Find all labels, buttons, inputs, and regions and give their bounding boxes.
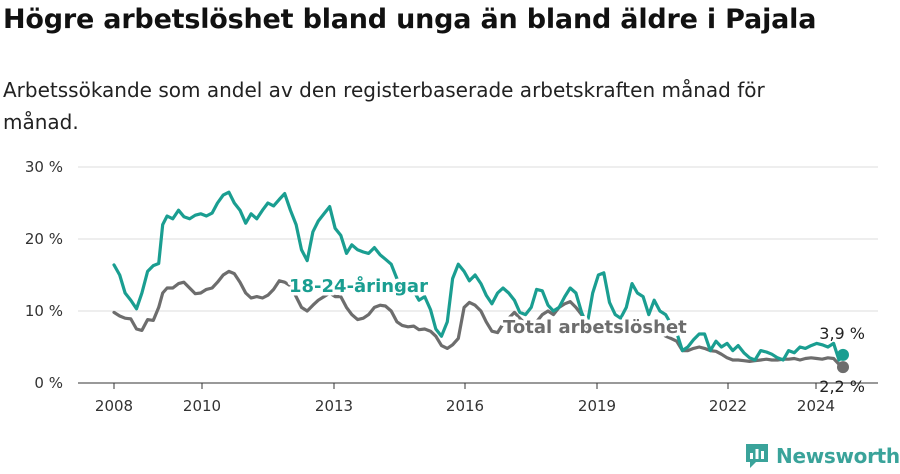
series-line-total	[112, 269, 845, 369]
y-tick-label: 20 %	[25, 230, 63, 248]
end-value-total: 2,2 %	[819, 377, 865, 396]
end-value-youth: 3,9 %	[819, 324, 865, 343]
x-tick-label: 2019	[578, 397, 616, 415]
y-axis-ticks: 0 % 10 % 20 % 30 %	[25, 158, 63, 392]
series-line-youth	[112, 190, 845, 362]
newsworthy-logo-icon	[746, 444, 768, 468]
series-lines	[112, 190, 849, 374]
label-total-halo: Total arbetslöshet	[503, 317, 687, 338]
label-total: Total arbetslöshet	[503, 317, 687, 338]
x-tick-label: 2024	[797, 397, 835, 415]
label-youth-halo: 18-24-åringar	[289, 275, 428, 297]
chart-title: Högre arbetslöshet bland unga än bland ä…	[3, 4, 817, 35]
y-tick-label: 10 %	[25, 302, 63, 320]
x-tick-label: 2010	[183, 397, 221, 415]
newsworthy-logo: Newsworthy	[744, 441, 900, 471]
chart-subtitle: Arbetssökande som andel av den registerb…	[3, 78, 765, 134]
grid-lines	[78, 166, 878, 312]
label-youth: 18-24-åringar	[289, 275, 428, 297]
x-tick-label: 2016	[446, 397, 484, 415]
x-tick-label: 2022	[709, 397, 747, 415]
x-tick-label: 2008	[95, 397, 133, 415]
y-tick-label: 30 %	[25, 158, 63, 176]
end-point-youth	[837, 348, 849, 361]
end-point-total	[837, 361, 849, 374]
x-axis: 2008 2010 2013 2016 2019 2022 2024	[78, 382, 878, 415]
x-tick-label: 2013	[315, 397, 353, 415]
brand-name: Newsworthy	[776, 444, 900, 468]
y-tick-label: 0 %	[34, 374, 63, 392]
